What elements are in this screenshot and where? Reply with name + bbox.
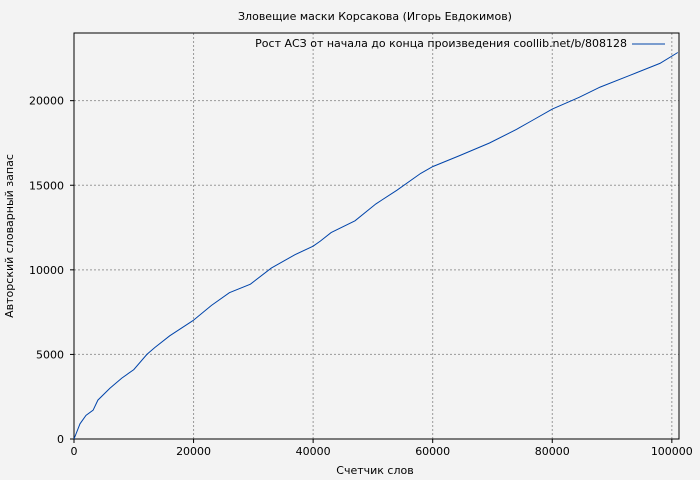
plot-frame bbox=[73, 32, 680, 440]
x-axis-label: Счетчик слов bbox=[336, 464, 413, 477]
y-tick-label: 10000 bbox=[29, 264, 64, 277]
series-line bbox=[73, 52, 679, 440]
x-tick-label: 60000 bbox=[415, 445, 450, 458]
x-tick-label: 100000 bbox=[651, 445, 693, 458]
x-tick-label: 0 bbox=[71, 445, 78, 458]
x-tick-label: 20000 bbox=[176, 445, 211, 458]
y-axis-label: Авторский словарный запас bbox=[3, 154, 16, 318]
legend-label: Рост АСЗ от начала до конца произведения… bbox=[255, 37, 627, 50]
y-tick-label: 15000 bbox=[29, 179, 64, 192]
ticks: 0 20000 40000 60000 80000 100000 0 5000 10000 150… bbox=[29, 95, 693, 458]
grid bbox=[74, 33, 679, 439]
y-tick-label: 20000 bbox=[29, 95, 64, 108]
chart-title: Зловещие маски Корсакова (Игорь Евдокимо… bbox=[238, 10, 512, 23]
y-tick-label: 5000 bbox=[36, 348, 64, 361]
y-tick-label: 0 bbox=[57, 433, 64, 446]
x-tick-label: 40000 bbox=[296, 445, 331, 458]
x-tick-label: 80000 bbox=[535, 445, 570, 458]
